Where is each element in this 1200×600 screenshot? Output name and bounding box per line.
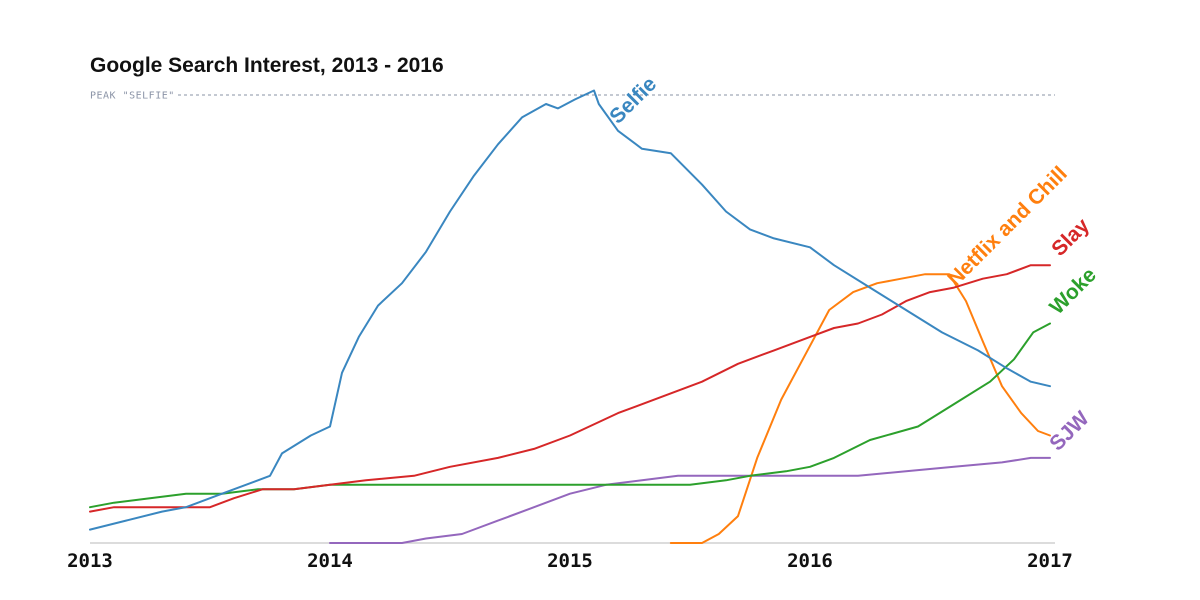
series-label-selfie: Selfie [605,72,661,128]
x-tick-label-2013: 2013 [67,550,113,572]
series-line-selfie [89,89,1051,531]
chart-title: Google Search Interest, 2013 - 2016 [90,54,444,77]
series-label-sjw: SJW [1045,407,1094,456]
series-line-netflix-and-chill [669,273,1051,544]
series-label-slay: Slay [1047,214,1094,261]
series-line-woke [89,322,1051,509]
series-label-woke: Woke [1045,263,1101,319]
x-axis-ticks: 2013 2014 2015 2016 2017 [67,550,1073,572]
series-label-netflix-and-chill: Netflix and Chill [943,162,1071,290]
x-tick-label-2014: 2014 [307,550,353,572]
x-tick-label-2015: 2015 [547,550,593,572]
x-tick-label-2017: 2017 [1027,550,1073,572]
series-lines [89,89,1051,544]
peak-reference-label: PEAK "SELFIE" [90,91,175,102]
x-tick-label-2016: 2016 [787,550,833,572]
series-line-slay [89,264,1051,513]
series-line-sjw [329,456,1051,544]
